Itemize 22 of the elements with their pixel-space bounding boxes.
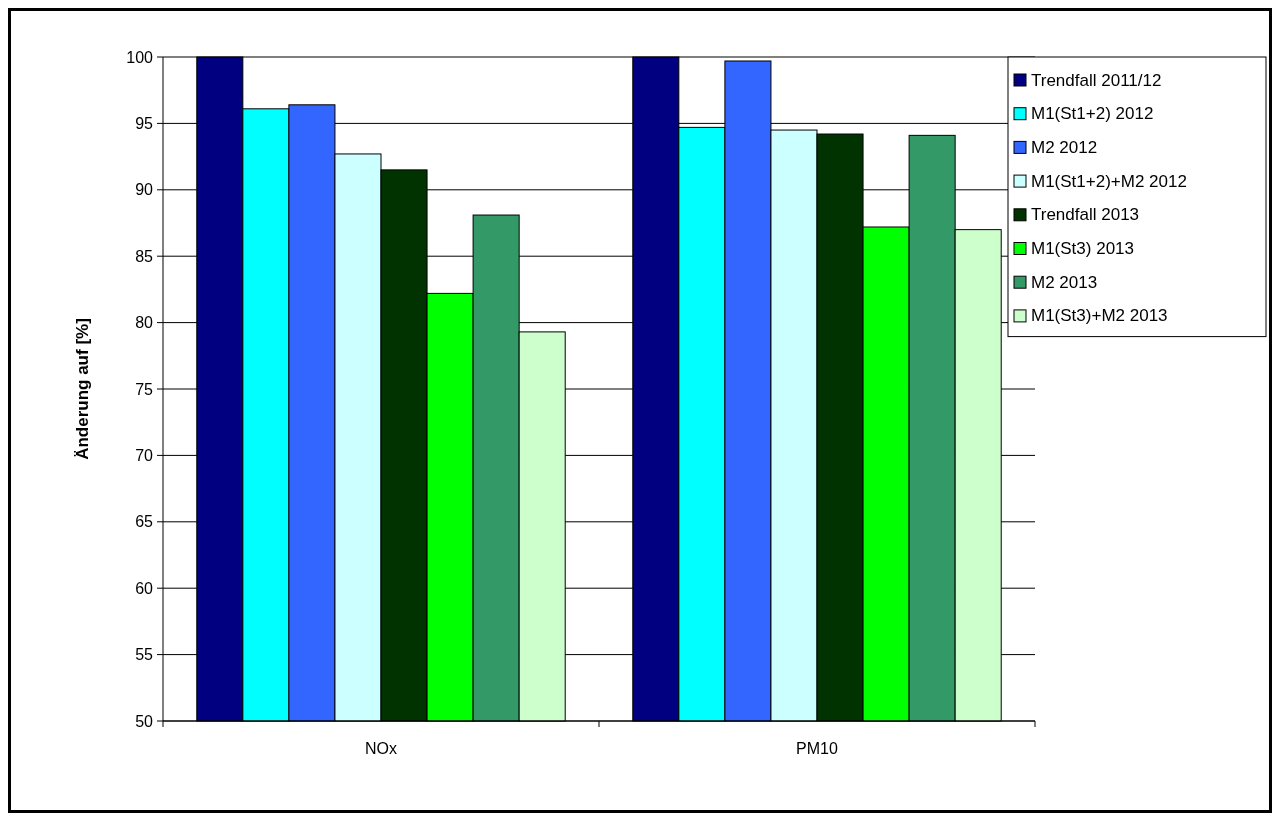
legend-label: M1(St1+2) 2012 [1031, 104, 1154, 124]
legend-label: Trendfall 2011/12 [1031, 70, 1162, 90]
x-tick-label: NOx [365, 740, 397, 757]
legend-label: M2 2012 [1031, 137, 1098, 157]
y-tick-label: 75 [135, 380, 154, 398]
y-tick-label: 95 [135, 114, 154, 132]
y-tick-label: 60 [135, 579, 154, 597]
legend-label: M1(St3) 2013 [1031, 239, 1134, 258]
y-tick-label: 85 [135, 247, 154, 265]
y-tick-label: 80 [135, 314, 154, 332]
y-tick-label: 70 [135, 446, 154, 464]
y-tick-label: 65 [135, 513, 154, 531]
legend-label: M1(St3)+M2 2013 [1031, 306, 1168, 326]
x-tick-label: PM10 [796, 740, 838, 757]
legend-label: M2 2013 [1031, 272, 1098, 292]
legend-label: M1(St1+2)+M2 2012 [1031, 171, 1187, 191]
y-axis-title: Änderung auf [%] [73, 318, 92, 460]
y-tick-label: 100 [126, 48, 154, 66]
y-tick-label: 50 [135, 712, 154, 730]
legend-label: Trendfall 2013 [1031, 205, 1140, 225]
y-tick-label: 55 [135, 646, 154, 664]
y-tick-label: 90 [135, 181, 154, 199]
